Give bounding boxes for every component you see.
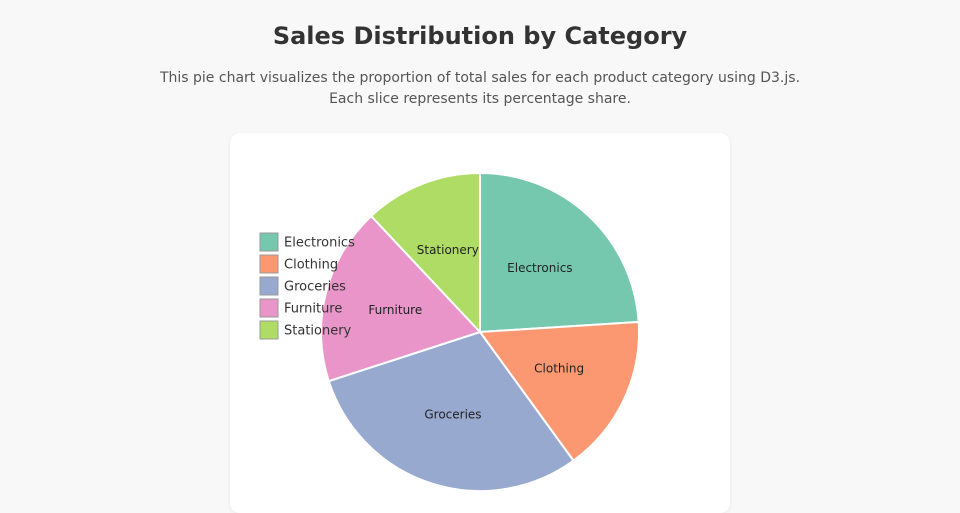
slice-label: Clothing xyxy=(534,362,584,376)
legend-swatch xyxy=(259,298,279,318)
legend-swatch xyxy=(259,320,279,340)
slice-label: Furniture xyxy=(368,303,422,317)
subtitle-line: Each slice represents its percentage sha… xyxy=(329,91,631,107)
subtitle: This pie chart visualizes the proportion… xyxy=(0,68,960,110)
legend-label: Groceries xyxy=(284,280,346,295)
slice-label: Electronics xyxy=(507,261,572,275)
legend-label: Furniture xyxy=(284,302,342,317)
pie-slice xyxy=(478,320,640,463)
legend-label: Clothing xyxy=(284,258,338,273)
legend-swatch xyxy=(259,276,279,296)
legend: Electronics Clothing Groceries Furniture Sta… xyxy=(259,232,355,340)
legend-label: Electronics xyxy=(284,236,355,251)
page: {"chart_data": {"type": "pie", "title": … xyxy=(0,22,960,492)
chart: Electronics Clothing Groceries Furniture Sta… xyxy=(259,171,640,492)
pie-slice xyxy=(369,171,481,335)
pie-slice xyxy=(320,214,482,383)
chart-title: Sales Distribution by Category xyxy=(272,22,688,50)
pie-slice xyxy=(479,171,640,334)
legend-label: Stationery xyxy=(284,324,352,339)
pie-slice xyxy=(327,330,575,492)
subtitle-line: This pie chart visualizes the proportion… xyxy=(159,70,801,86)
slice-label: Stationery xyxy=(417,243,479,257)
slice-label: Groceries xyxy=(424,408,481,422)
legend-swatch xyxy=(259,254,279,274)
legend-swatch xyxy=(259,232,279,252)
